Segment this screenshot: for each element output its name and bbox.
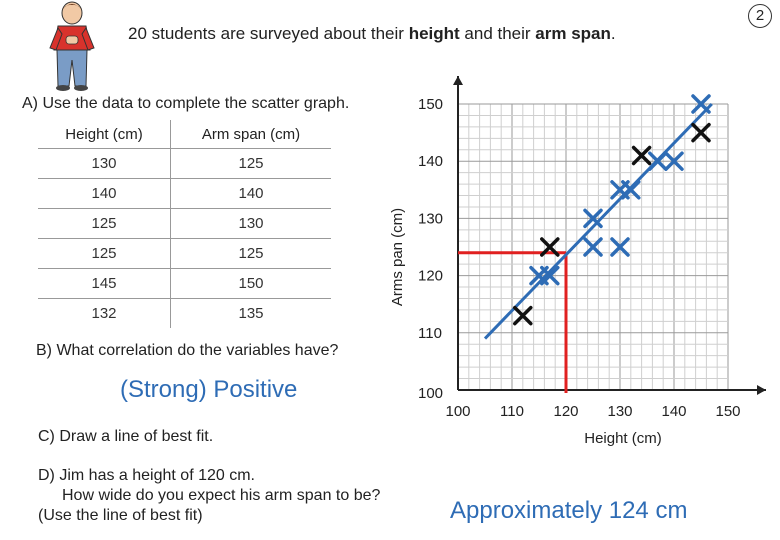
x-axis-arrow-icon <box>757 385 766 395</box>
data-point-plotted <box>540 265 560 286</box>
data-point-plotted <box>648 151 668 171</box>
table-cell: 125 <box>170 238 331 269</box>
y-axis-label: Arms pan (cm) <box>389 208 406 306</box>
data-point-given <box>540 237 560 257</box>
table-row: 140 140 <box>38 178 331 209</box>
table-cell: 145 <box>38 268 171 299</box>
table-row: 130 125 <box>38 148 331 179</box>
y-tick-label: 130 <box>418 210 443 227</box>
table-cell: 140 <box>38 178 171 209</box>
table-header-arm-span: Arm span (cm) <box>201 125 301 143</box>
table-row: 125 125 <box>38 238 331 269</box>
answer-b: (Strong) Positive <box>120 376 298 403</box>
y-tick-label: 110 <box>418 325 442 342</box>
x-axis-label: Height (cm) <box>584 430 662 447</box>
table-row: 132 135 <box>38 298 331 328</box>
answer-d: Approximately 124 cm <box>450 497 688 524</box>
chart-reading-lines <box>458 251 568 393</box>
y-tick-label: 140 <box>418 153 443 170</box>
question-c: C) Draw a line of best fit. <box>38 428 214 445</box>
y-axis-arrow-icon <box>453 76 463 85</box>
data-point-given <box>631 145 652 166</box>
chart-fit-line <box>483 102 713 340</box>
x-tick-label: 120 <box>553 403 578 420</box>
x-tick-label: 110 <box>500 403 524 420</box>
table-cell: 125 <box>38 238 171 269</box>
data-point-plotted <box>610 237 630 257</box>
data-point-plotted <box>691 94 711 114</box>
chart-ticks: 100 110 120 130 140 150 100 110 120 130 140 150 <box>418 96 741 420</box>
table-header-height: Height (cm) <box>38 120 171 149</box>
table-cell: 140 <box>170 178 331 209</box>
data-point-given <box>513 305 533 326</box>
data-point-plotted <box>621 180 641 200</box>
data-point-plotted <box>583 237 603 257</box>
data-point-plotted <box>583 208 603 229</box>
x-tick-label: 140 <box>661 403 686 420</box>
table-row: 125 130 <box>38 208 331 239</box>
table-cell: 150 <box>170 268 331 299</box>
table-row: 145 150 <box>38 268 331 299</box>
student-illustration <box>49 1 95 91</box>
x-tick-label: 150 <box>715 403 740 420</box>
table-cell: 132 <box>38 298 171 328</box>
y-tick-label: 100 <box>418 385 443 402</box>
question-d: D) Jim has a height of 120 cm. How wide … <box>38 467 381 524</box>
table-cell: 130 <box>38 148 171 179</box>
question-a: A) Use the data to complete the scatter … <box>22 95 350 112</box>
data-point-given <box>691 122 711 143</box>
best-fit-line <box>483 102 713 340</box>
y-tick-label: 120 <box>418 268 443 285</box>
chart-axes <box>453 76 766 395</box>
data-point-plotted <box>664 151 684 171</box>
question-number-badge: 2 <box>748 4 772 28</box>
page-title: 20 students are surveyed about their hei… <box>128 24 616 43</box>
x-tick-label: 130 <box>607 403 632 420</box>
x-tick-label: 100 <box>445 403 470 420</box>
table-cell: 135 <box>170 298 331 328</box>
question-b: B) What correlation do the variables hav… <box>36 342 339 359</box>
y-tick-label: 150 <box>418 96 443 113</box>
chart-points <box>513 94 711 326</box>
table-cell: 125 <box>38 208 171 239</box>
data-table: Height (cm) Arm span (cm) 130 125 140 140 … <box>38 120 331 328</box>
table-cell: 125 <box>170 148 331 179</box>
table-cell: 130 <box>170 208 331 239</box>
